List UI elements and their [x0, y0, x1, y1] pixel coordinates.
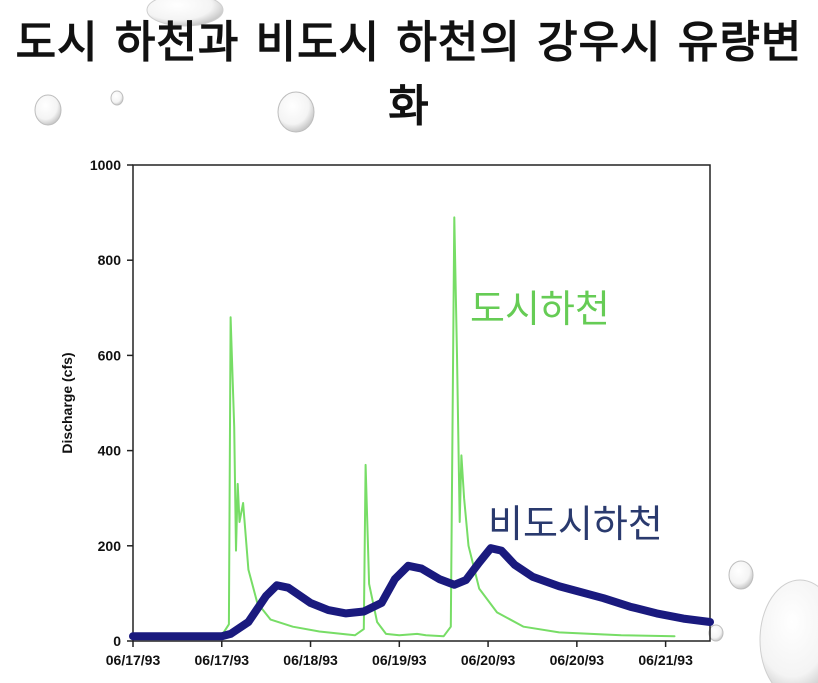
x-tick-label: 06/17/93 [195, 652, 250, 668]
x-tick-label: 06/18/93 [283, 652, 338, 668]
y-axis-label: Discharge (cfs) [59, 352, 75, 453]
series-label-0: 도시하천 [470, 287, 610, 331]
droplet-decoration [759, 579, 818, 683]
x-tick-label: 06/17/93 [106, 652, 161, 668]
droplet-decoration [277, 91, 315, 133]
x-tick-label: 06/20/93 [461, 652, 516, 668]
page-title: 도시 하천과 비도시 하천의 강우시 유량변화 [15, 17, 803, 132]
y-tick-label: 0 [113, 633, 121, 649]
y-tick-label: 400 [98, 443, 122, 459]
y-tick-label: 200 [98, 538, 122, 554]
droplet-decoration [34, 94, 62, 126]
droplet-decoration [110, 90, 124, 106]
series-label-1: 비도시하천 [488, 502, 663, 546]
y-tick-label: 1000 [90, 157, 121, 173]
x-tick-label: 06/19/93 [372, 652, 427, 668]
x-tick-label: 06/21/93 [638, 652, 693, 668]
series-line-1 [129, 544, 714, 641]
droplet-decoration [146, 0, 224, 27]
droplet-decoration [708, 624, 724, 642]
droplet-decoration [728, 560, 754, 590]
y-tick-label: 800 [98, 252, 122, 268]
y-tick-label: 600 [98, 347, 122, 363]
plot-frame [132, 164, 711, 642]
x-tick-label: 06/20/93 [550, 652, 605, 668]
